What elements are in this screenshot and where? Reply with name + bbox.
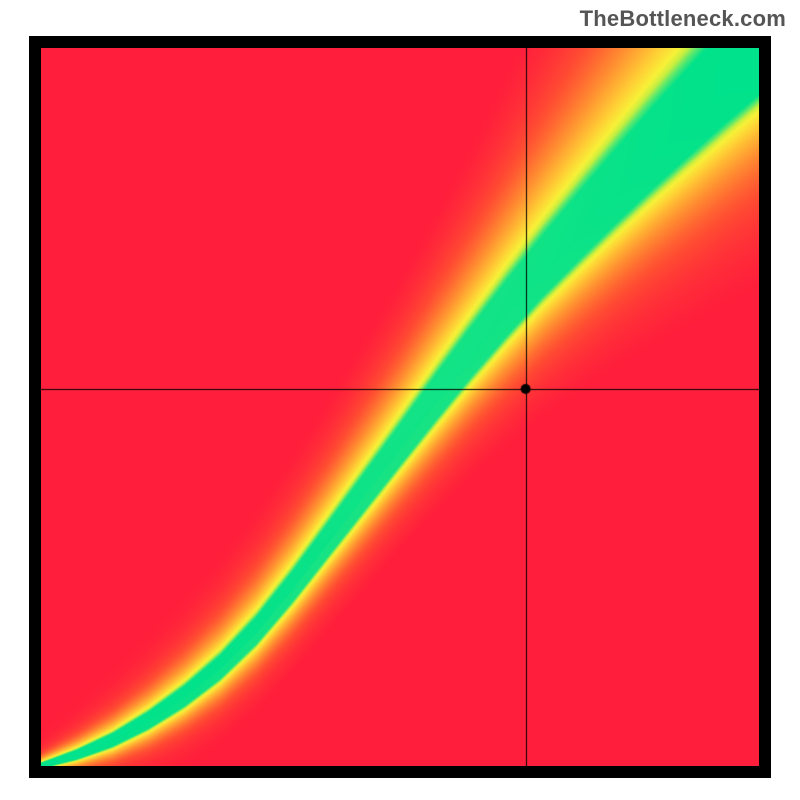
chart-container: TheBottleneck.com: [0, 0, 800, 800]
heatmap-canvas: [41, 48, 759, 766]
chart-frame: [29, 36, 771, 778]
watermark-text: TheBottleneck.com: [580, 6, 786, 32]
